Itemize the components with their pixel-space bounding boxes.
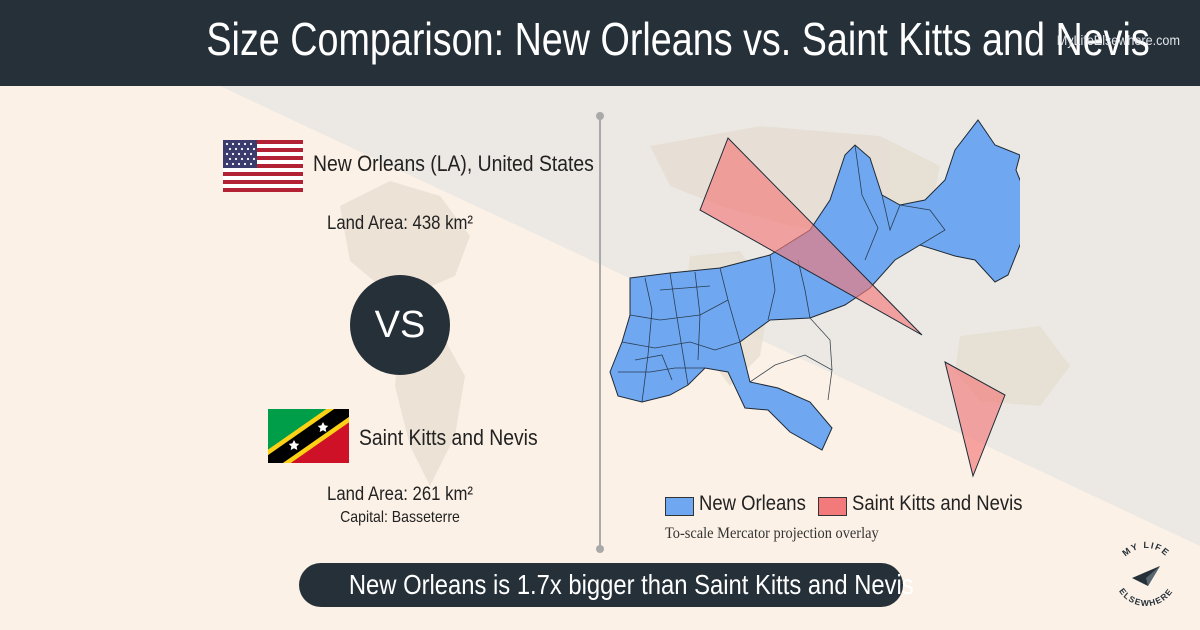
- divider-top-dot: [596, 112, 604, 120]
- logo-bottom-text: ELSEWHERE: [1117, 586, 1174, 608]
- center-divider: [599, 116, 601, 548]
- paper-plane-icon: [1132, 566, 1160, 586]
- saint-kitts-and-nevis-flag-icon: [268, 409, 349, 463]
- place-b-land-area: Land Area: 261 km²: [327, 484, 473, 505]
- map-overlay: [609, 119, 1020, 478]
- header-bar: Size Comparison: New Orleans vs. Saint K…: [0, 0, 1200, 86]
- place-b-capital: Capital: Basseterre: [340, 509, 460, 526]
- us-flag-icon: [223, 140, 303, 192]
- svg-text:ELSEWHERE: ELSEWHERE: [1117, 586, 1175, 608]
- legend-swatch-new-orleans: [665, 497, 694, 516]
- summary-banner: New Orleans is 1.7x bigger than Saint Ki…: [299, 563, 914, 607]
- place-a-land-area: Land Area: 438 km²: [327, 213, 473, 234]
- my-life-elsewhere-logo: MY LIFE ELSEWHERE: [1117, 540, 1175, 608]
- saint-kitts-shape: [699, 137, 923, 336]
- versus-badge: VS: [350, 275, 450, 375]
- legend-label-new-orleans: New Orleans: [699, 492, 806, 515]
- divider-bottom-dot: [596, 545, 604, 553]
- place-b-name: Saint Kitts and Nevis: [359, 425, 538, 450]
- svg-text:MY LIFE: MY LIFE: [1120, 540, 1171, 558]
- place-a-name: New Orleans (LA), United States: [313, 151, 594, 176]
- new-orleans-boundaries: [618, 144, 946, 403]
- site-watermark: MyLifeElsewhere.com: [1056, 32, 1180, 48]
- summary-text: New Orleans is 1.7x bigger than Saint Ki…: [348, 569, 914, 600]
- map-note: To-scale Mercator projection overlay: [665, 525, 879, 542]
- legend-swatch-saint-kitts-and-nevis: [818, 497, 847, 516]
- page-title: Size Comparison: New Orleans vs. Saint K…: [206, 13, 1150, 65]
- nevis-shape: [944, 361, 1006, 478]
- legend-label-saint-kitts-and-nevis: Saint Kitts and Nevis: [852, 492, 1023, 515]
- logo-top-text: MY LIFE: [1120, 540, 1170, 558]
